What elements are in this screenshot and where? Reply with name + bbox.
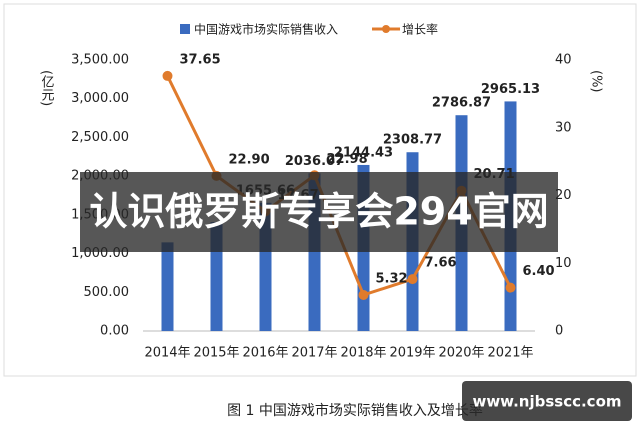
caption: 图 1 中国游戏市场实际销售收入及增长率	[227, 402, 483, 419]
x-tick-label: 2014年	[144, 346, 190, 361]
bar-value-label: 2144.43	[334, 145, 393, 160]
bar-value-label: 2965.13	[481, 82, 540, 97]
x-tick-label: 2020年	[438, 346, 484, 361]
y2-tick-label: 30	[555, 120, 572, 135]
y-axis-label: (亿元)	[39, 70, 55, 106]
y2-tick-label: 0	[555, 324, 563, 339]
line-value-label: 37.65	[180, 52, 221, 67]
line-point	[162, 70, 173, 81]
x-tick-label: 2021年	[487, 346, 533, 361]
y2-tick-label: 40	[555, 53, 572, 68]
watermark-background	[462, 381, 632, 421]
line-point	[358, 289, 369, 300]
y2-axis-label: (%)	[589, 70, 604, 93]
line-value-label: 22.90	[229, 152, 270, 167]
legend-label: 中国游戏市场实际销售收入	[194, 22, 338, 37]
line-value-label: 5.32	[376, 271, 408, 286]
banner-text: 认识俄罗斯专享会294官网	[89, 190, 548, 234]
watermark-text: www.njbsscc.com	[472, 393, 621, 411]
bar-value-label: 2036.07	[285, 154, 344, 169]
x-tick-label: 2017年	[291, 346, 337, 361]
line-point	[505, 282, 516, 293]
legend-label: 增长率	[402, 22, 438, 37]
x-tick-label: 2016年	[242, 346, 288, 361]
y-tick-label: 3,000.00	[71, 91, 129, 106]
bar	[161, 242, 174, 331]
bar-value-label: 2786.87	[432, 96, 491, 111]
bar-value-label: 2308.77	[383, 133, 442, 148]
x-tick-label: 2019年	[389, 346, 435, 361]
y-tick-label: 0.00	[100, 324, 129, 339]
legend-swatch	[180, 24, 190, 34]
y-tick-label: 2,500.00	[71, 130, 129, 145]
line-value-label: 6.40	[523, 264, 555, 279]
line-value-label: 22.98	[327, 152, 368, 167]
chart-frame	[3, 3, 637, 377]
x-tick-label: 2018年	[340, 346, 386, 361]
y-tick-label: 3,500.00	[71, 53, 129, 68]
y2-tick-label: 20	[555, 188, 572, 203]
legend-swatch	[382, 25, 391, 33]
y2-tick-label: 10	[555, 256, 572, 271]
banner-background	[80, 172, 558, 252]
y-tick-label: 500.00	[84, 285, 130, 300]
line-point	[407, 274, 418, 285]
line-value-label: 7.66	[425, 256, 457, 271]
x-tick-label: 2015年	[193, 346, 239, 361]
